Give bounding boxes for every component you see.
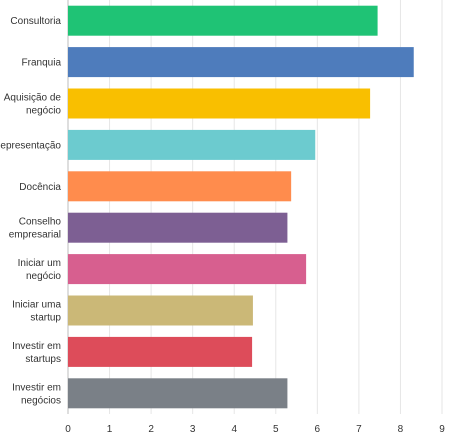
category-label: negócio [26,271,61,282]
bar [68,129,316,160]
bar [68,171,292,202]
category-label: Iniciar um [18,258,61,269]
category-label: negócio [26,106,61,117]
category-label: Representação [0,140,61,151]
bar [68,336,253,367]
category-label: negócios [21,395,61,406]
x-tick-label: 4 [231,424,237,435]
bar [68,295,253,326]
bar [68,254,307,285]
category-labels: Consultoria Franquia Aquisição de negócio Re… [0,16,61,406]
x-tick-label: 7 [356,424,362,435]
category-label: Conselho [19,217,62,228]
bar [68,5,378,36]
x-tick-label: 0 [65,424,71,435]
category-label: Iniciar uma [12,300,61,311]
bar [68,88,371,119]
category-label: Docência [19,182,61,193]
x-tick-label: 1 [107,424,113,435]
category-label: startup [30,313,61,324]
category-label: Investir em [12,382,61,393]
x-tick-labels: 0 1 2 3 4 5 6 7 8 9 [65,424,445,435]
x-tick-label: 8 [398,424,404,435]
x-tick-label: 6 [315,424,321,435]
category-label: startups [25,354,61,365]
category-label: Franquia [22,58,62,69]
category-label: Consultoria [10,16,61,27]
x-tick-label: 5 [273,424,279,435]
category-label: Investir em [12,341,61,352]
x-tick-label: 3 [190,424,196,435]
bar [68,212,288,243]
bar [68,47,414,78]
category-label: Aquisição de [4,93,62,104]
bar [68,378,288,409]
x-tick-label: 2 [148,424,154,435]
category-label: empresarial [9,230,61,241]
x-tick-label: 9 [439,424,445,435]
bars-group [68,5,414,409]
